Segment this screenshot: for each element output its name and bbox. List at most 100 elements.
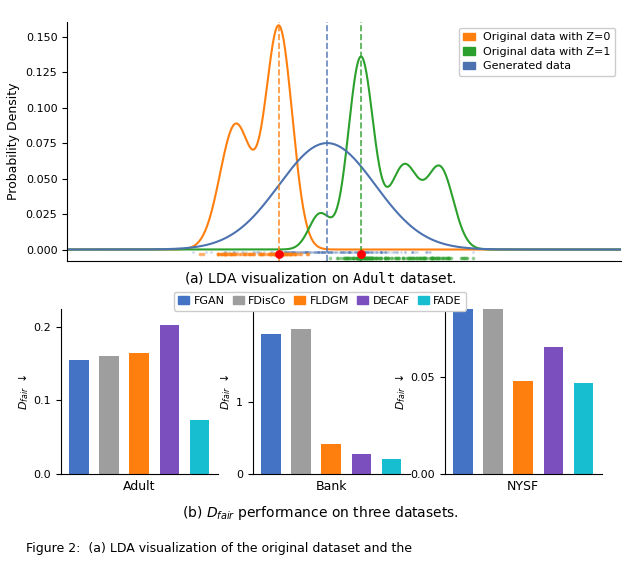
Point — [407, 247, 417, 256]
Point — [339, 254, 349, 263]
Point — [316, 247, 326, 256]
X-axis label: NYSF: NYSF — [507, 480, 540, 493]
Point — [337, 247, 348, 256]
Point — [408, 254, 418, 263]
Point — [239, 249, 249, 258]
Point — [295, 247, 305, 256]
Point — [413, 254, 423, 263]
Point — [236, 247, 246, 256]
Point — [292, 247, 302, 256]
Point — [275, 249, 285, 258]
Point — [372, 254, 382, 263]
Bar — [453, 85, 473, 474]
Point — [321, 247, 331, 256]
Point — [302, 247, 312, 256]
Point — [273, 249, 283, 258]
Point — [311, 247, 321, 256]
Point — [278, 249, 288, 258]
Point — [274, 247, 284, 256]
Point — [411, 254, 421, 263]
Point — [335, 247, 346, 256]
Point — [344, 247, 355, 256]
Point — [381, 247, 392, 256]
Point — [301, 247, 311, 256]
Point — [415, 254, 426, 263]
Point — [276, 247, 286, 256]
Point — [369, 254, 379, 263]
Point — [360, 247, 370, 256]
Point — [355, 254, 365, 263]
Point — [241, 247, 252, 256]
Point — [323, 247, 333, 256]
Point — [282, 247, 292, 256]
Point — [232, 247, 242, 256]
Point — [355, 254, 365, 263]
Point — [344, 254, 354, 263]
Point — [390, 254, 401, 263]
Point — [283, 249, 293, 258]
Point — [313, 247, 323, 256]
Point — [312, 247, 323, 256]
Point — [339, 254, 349, 263]
Point — [353, 247, 364, 256]
Point — [339, 247, 349, 256]
Point — [433, 254, 443, 263]
Point — [221, 249, 231, 258]
Point — [253, 249, 264, 258]
Point — [290, 247, 300, 256]
Point — [244, 249, 255, 258]
Point — [324, 247, 334, 256]
Point — [257, 249, 267, 258]
Point — [319, 247, 330, 256]
Point — [219, 249, 229, 258]
Point — [252, 247, 262, 256]
Point — [374, 254, 384, 263]
Point — [227, 249, 237, 258]
Point — [316, 247, 326, 256]
Point — [326, 247, 336, 256]
Point — [400, 247, 410, 256]
Y-axis label: $D_{fair}$ $\downarrow$: $D_{fair}$ $\downarrow$ — [16, 373, 31, 410]
Point — [220, 249, 230, 258]
Text: (a) LDA visualization on $\mathtt{Adult}$ dataset.: (a) LDA visualization on $\mathtt{Adult}… — [184, 270, 456, 286]
Point — [411, 254, 421, 263]
Point — [431, 254, 442, 263]
Point — [360, 247, 370, 256]
Point — [287, 247, 298, 256]
Point — [220, 249, 230, 258]
Point — [367, 254, 377, 263]
Point — [340, 254, 351, 263]
Y-axis label: $D_{fair}$ $\downarrow$: $D_{fair}$ $\downarrow$ — [393, 373, 408, 410]
Point — [353, 254, 363, 263]
Point — [335, 247, 345, 256]
Point — [356, 247, 367, 256]
Point — [361, 254, 371, 263]
Point — [218, 249, 228, 258]
Bar — [573, 383, 593, 474]
Point — [364, 254, 374, 263]
Point — [299, 247, 309, 256]
Point — [230, 249, 241, 258]
Point — [274, 247, 284, 256]
Point — [366, 247, 376, 256]
Point — [324, 247, 335, 256]
Point — [398, 254, 408, 263]
Point — [343, 247, 353, 256]
Point — [392, 247, 402, 256]
Point — [371, 254, 381, 263]
Point — [255, 247, 265, 256]
Point — [355, 247, 365, 256]
Point — [244, 249, 254, 258]
Point — [277, 249, 287, 258]
Point — [276, 249, 287, 258]
Point — [330, 247, 340, 256]
Point — [301, 247, 312, 256]
Point — [355, 254, 365, 263]
Point — [368, 254, 378, 263]
Point — [363, 247, 373, 256]
Point — [310, 247, 321, 256]
Point — [313, 247, 323, 256]
Point — [393, 254, 403, 263]
Point — [331, 247, 341, 256]
Point — [326, 247, 337, 256]
